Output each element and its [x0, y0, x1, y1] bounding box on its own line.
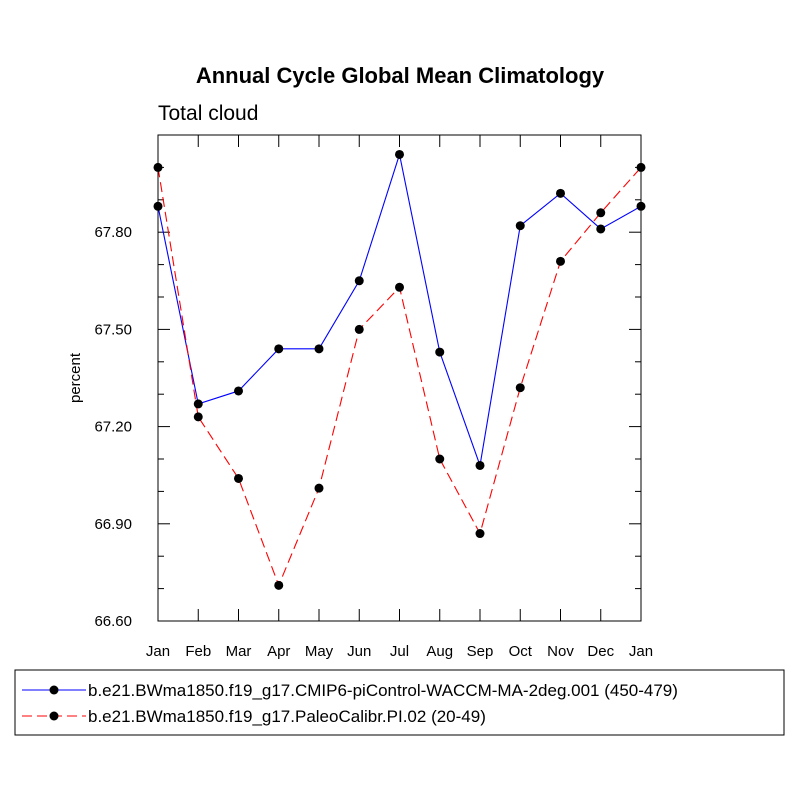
series-2-point	[234, 473, 243, 483]
series-1-point	[515, 221, 525, 231]
plot-frame	[157, 134, 642, 622]
series-2-point	[515, 383, 525, 393]
legend-marker-1	[49, 685, 59, 695]
y-tick-label: 67.80	[94, 224, 132, 241]
series-1-point	[234, 386, 243, 396]
series-1-point	[475, 460, 485, 470]
legend-label-2: b.e21.BWma1850.f19_g17.PaleoCalibr.PI.02…	[88, 707, 486, 726]
legend-label-1: b.e21.BWma1850.f19_g17.CMIP6-piControl-W…	[88, 681, 678, 700]
series-2-point	[556, 256, 565, 266]
y-tick-label: 67.50	[94, 321, 132, 338]
series-1-point	[395, 149, 404, 159]
series-1-point	[193, 399, 203, 409]
x-tick-label: Jan	[146, 643, 170, 660]
series-2-point	[354, 324, 364, 334]
x-tick-label: Oct	[509, 643, 533, 660]
y-tick-label: 67.20	[94, 419, 132, 436]
series-2-point	[193, 412, 203, 422]
series-line-1	[157, 152, 642, 468]
x-tick-label: May	[305, 643, 334, 660]
y-tick-label: 66.90	[94, 516, 132, 533]
y-axis-label: percent	[67, 352, 84, 403]
series-1-point	[354, 276, 364, 286]
series-1-point	[596, 224, 606, 234]
series-1-point	[314, 344, 324, 354]
axis-ticks	[157, 134, 642, 622]
series-1-point	[556, 188, 565, 198]
series-2-point	[435, 454, 445, 464]
x-tick-label: Dec	[587, 643, 614, 660]
series-1-point	[435, 347, 445, 357]
series-points	[153, 149, 646, 590]
x-tick-label: Sep	[467, 643, 494, 660]
x-tick-label: Jun	[347, 643, 371, 660]
chart-subtitle: Total cloud	[158, 102, 258, 125]
x-tick-label: Mar	[226, 643, 252, 660]
legend-box	[14, 669, 785, 736]
x-tick-label: Nov	[547, 643, 574, 660]
series-lines	[157, 152, 642, 587]
y-tick-label: 66.60	[94, 613, 132, 630]
series-line-2	[157, 167, 642, 587]
series-2-point	[395, 282, 404, 292]
x-tick-label: Aug	[426, 643, 453, 660]
x-tick-label: Feb	[185, 643, 211, 660]
legend-marker-2	[49, 711, 59, 721]
x-tick-label: Apr	[267, 643, 290, 660]
legend: b.e21.BWma1850.f19_g17.CMIP6-piControl-W…	[14, 669, 785, 736]
series-2-point	[314, 483, 324, 493]
x-tick-label: Jan	[629, 643, 653, 660]
series-2-point	[596, 208, 606, 218]
series-2-point	[475, 529, 485, 539]
tick-labels: Jan Feb Mar Apr May Jun Jul Aug Sep Oct Nov Dec Jan 6…	[94, 224, 653, 660]
series-2-point	[274, 580, 284, 590]
x-tick-label: Jul	[390, 643, 409, 660]
series-1-point	[274, 344, 284, 354]
chart-title: Annual Cycle Global Mean Climatology	[196, 63, 605, 88]
